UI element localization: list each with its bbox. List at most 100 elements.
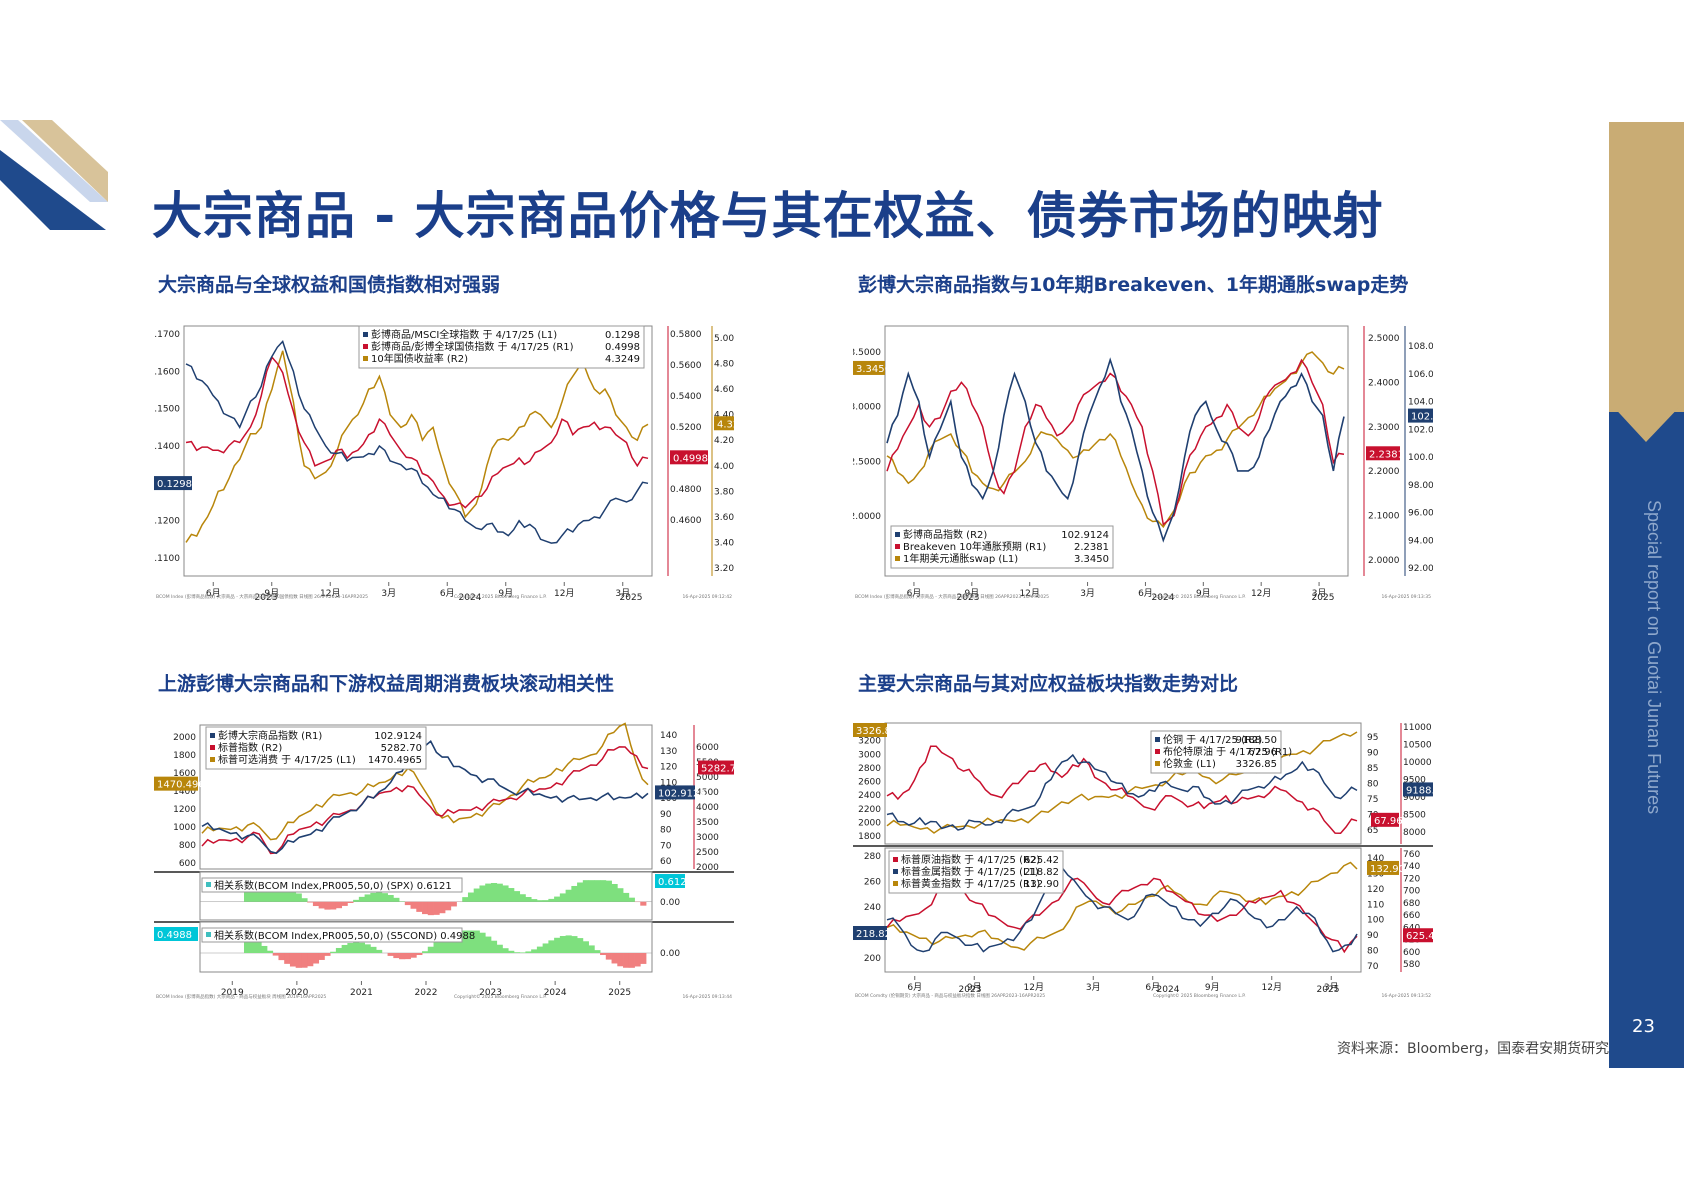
- end-tag-r2-bg: [1408, 408, 1433, 423]
- legend-value: 102.9124: [374, 731, 422, 742]
- corr-spx-bar: [445, 901, 452, 911]
- corr-s5cond-bar: [387, 953, 394, 956]
- footer-left: BCOM Index (彭博商品指数) 大宗商品 - 大宗商品与通胀预期 日线图…: [855, 593, 1049, 600]
- corr-s5cond-bar: [502, 948, 509, 953]
- y-r2-tick: 3.6000: [714, 513, 734, 523]
- corr-s5cond-bar: [571, 936, 578, 953]
- y-left-tick: 3200: [858, 737, 881, 747]
- chevron-logo-icon: [0, 120, 108, 230]
- y-left-tick: 600: [179, 859, 196, 869]
- y-r2-tick: 92.0000: [1408, 564, 1433, 574]
- end-tag-brent: 67.96: [1374, 816, 1403, 827]
- x-year: 2024: [1157, 985, 1180, 995]
- y2-mid-tick: 140: [1367, 854, 1384, 864]
- y-mid-tick: 80: [1367, 780, 1379, 790]
- corr-spx-bar: [462, 897, 469, 902]
- corr-s5cond-bar: [266, 950, 274, 953]
- y-mid-tick: 75: [1367, 795, 1378, 805]
- corr-s5cond-bar: [588, 945, 595, 953]
- corr-spx-bar: [370, 892, 377, 902]
- corr-s5cond-bar: [634, 953, 641, 967]
- legend-label: 10年国债收益率 (R2): [371, 352, 468, 365]
- y-left-tick: 1800: [173, 751, 196, 761]
- footer-timestamp: 16-Apr-2025 09:12:42: [683, 594, 733, 600]
- corr-spx-bar: [628, 897, 635, 902]
- legend-top-label: 伦敦金 (L1): [1163, 757, 1216, 770]
- corr-s5cond-bar: [422, 951, 429, 953]
- y-r2-tick: 2500: [696, 848, 719, 858]
- corr-s5cond-bar: [358, 942, 365, 953]
- corr-s5cond-bar: [611, 953, 618, 964]
- corr-spx-bar: [324, 901, 331, 910]
- legend-top-label: 布伦特原油 于 4/17/25 (R1): [1163, 745, 1292, 758]
- corr-s5cond-bar: [284, 953, 291, 964]
- corr-spx-tag: 0.6121: [658, 877, 693, 888]
- legend-top-box: [1150, 730, 1282, 774]
- corr-spx-bar: [496, 883, 503, 902]
- footer-timestamp: 16-Apr-2025 09:13:52: [1382, 993, 1432, 999]
- y-r2-tick: 100.0000: [1408, 453, 1433, 463]
- y-r2-tick: 9000: [1403, 793, 1426, 803]
- series-line-sp-consumer: [201, 722, 649, 841]
- corr-spx-bar: [525, 897, 532, 902]
- corr-spx-bar: [473, 888, 480, 902]
- corr-spx-bar: [582, 880, 589, 902]
- x-tick: 2020: [285, 988, 308, 998]
- x-tick: 3月: [1080, 588, 1095, 599]
- legend-bottom-box: [888, 850, 1064, 894]
- end-tag-sp-gold-bg: [1367, 860, 1399, 875]
- x-tick: 6月: [1145, 982, 1160, 993]
- x-tick: 6月: [440, 588, 455, 599]
- series-line-sp-metals: [886, 866, 1358, 953]
- footer-left: BCOM Comdty (伦铜期货) 大宗商品 - 商品与权益板块指数 日线图 …: [855, 992, 1045, 999]
- y-r1-tick: 2.0000: [1368, 556, 1400, 566]
- corr-s5cond-tag-bg: [154, 927, 198, 941]
- series-line-commodity-bond: [185, 355, 649, 509]
- corr-s5cond-bar: [376, 949, 383, 953]
- corr-s5cond-bar: [577, 938, 584, 953]
- y2-mid-tick: 80: [1367, 947, 1379, 957]
- corr-spx-bar: [594, 880, 601, 902]
- legend-top-swatch: [1155, 749, 1160, 754]
- y-r2-tick: 4.0000: [714, 462, 734, 472]
- end-tag-sp-oil-bg: [1403, 928, 1433, 943]
- corr-spx-bar: [416, 901, 423, 912]
- corr-spx-bar: [347, 901, 354, 903]
- x-tick: 2024: [544, 988, 567, 998]
- y2-left-tick: 240: [864, 903, 881, 913]
- legend-swatch: [895, 556, 900, 561]
- y-r1-tick: 90: [660, 810, 672, 820]
- y-left-tick: 0.1500: [154, 405, 180, 415]
- y-r1-tick: 2.5000: [1368, 334, 1400, 344]
- y-r2-tick: 5000: [696, 773, 719, 783]
- sidebar-accent: [1609, 122, 1684, 412]
- corr-s5cond-bar: [244, 936, 251, 953]
- legend-top-value: 9188.50: [1236, 735, 1277, 746]
- series-line-bcom: [886, 357, 1345, 543]
- y-left-tick: 3.5000: [853, 348, 881, 358]
- corr-s5cond-bar: [416, 953, 423, 956]
- y2-left-tick: 200: [864, 954, 881, 964]
- y-left-tick: 0.1600: [154, 367, 180, 377]
- y-r1-tick: 80: [660, 826, 672, 836]
- y-r2-tick: 10000: [1403, 758, 1432, 768]
- y-left-tick: 3000: [858, 750, 881, 760]
- x-tick: 2022: [415, 988, 438, 998]
- legend-value: 4.3249: [605, 354, 640, 365]
- corr-s5cond-bar: [445, 932, 452, 953]
- y-r2-tick: 94.0000: [1408, 536, 1433, 546]
- y2-r2-tick: 660: [1403, 911, 1420, 921]
- y-left-tick: 3.0000: [853, 403, 881, 413]
- footer-timestamp: 16-Apr-2025 09:13:35: [1382, 594, 1432, 600]
- legend-swatch: [210, 745, 215, 750]
- legend-swatch: [895, 544, 900, 549]
- corr-spx-bar: [513, 891, 521, 902]
- end-tag-gold: 3326.85: [856, 726, 897, 737]
- corr-s5cond-bar: [261, 945, 268, 953]
- corr-spx-bar: [427, 901, 434, 916]
- corr-s5cond-bar: [490, 940, 498, 953]
- x-tick: 3月: [1312, 588, 1327, 599]
- corr-spx-bar: [565, 889, 572, 902]
- corr-s5cond-bar: [531, 949, 538, 953]
- legend-label: 彭博商品/彭博全球国债指数 于 4/17/25 (R1): [371, 340, 574, 353]
